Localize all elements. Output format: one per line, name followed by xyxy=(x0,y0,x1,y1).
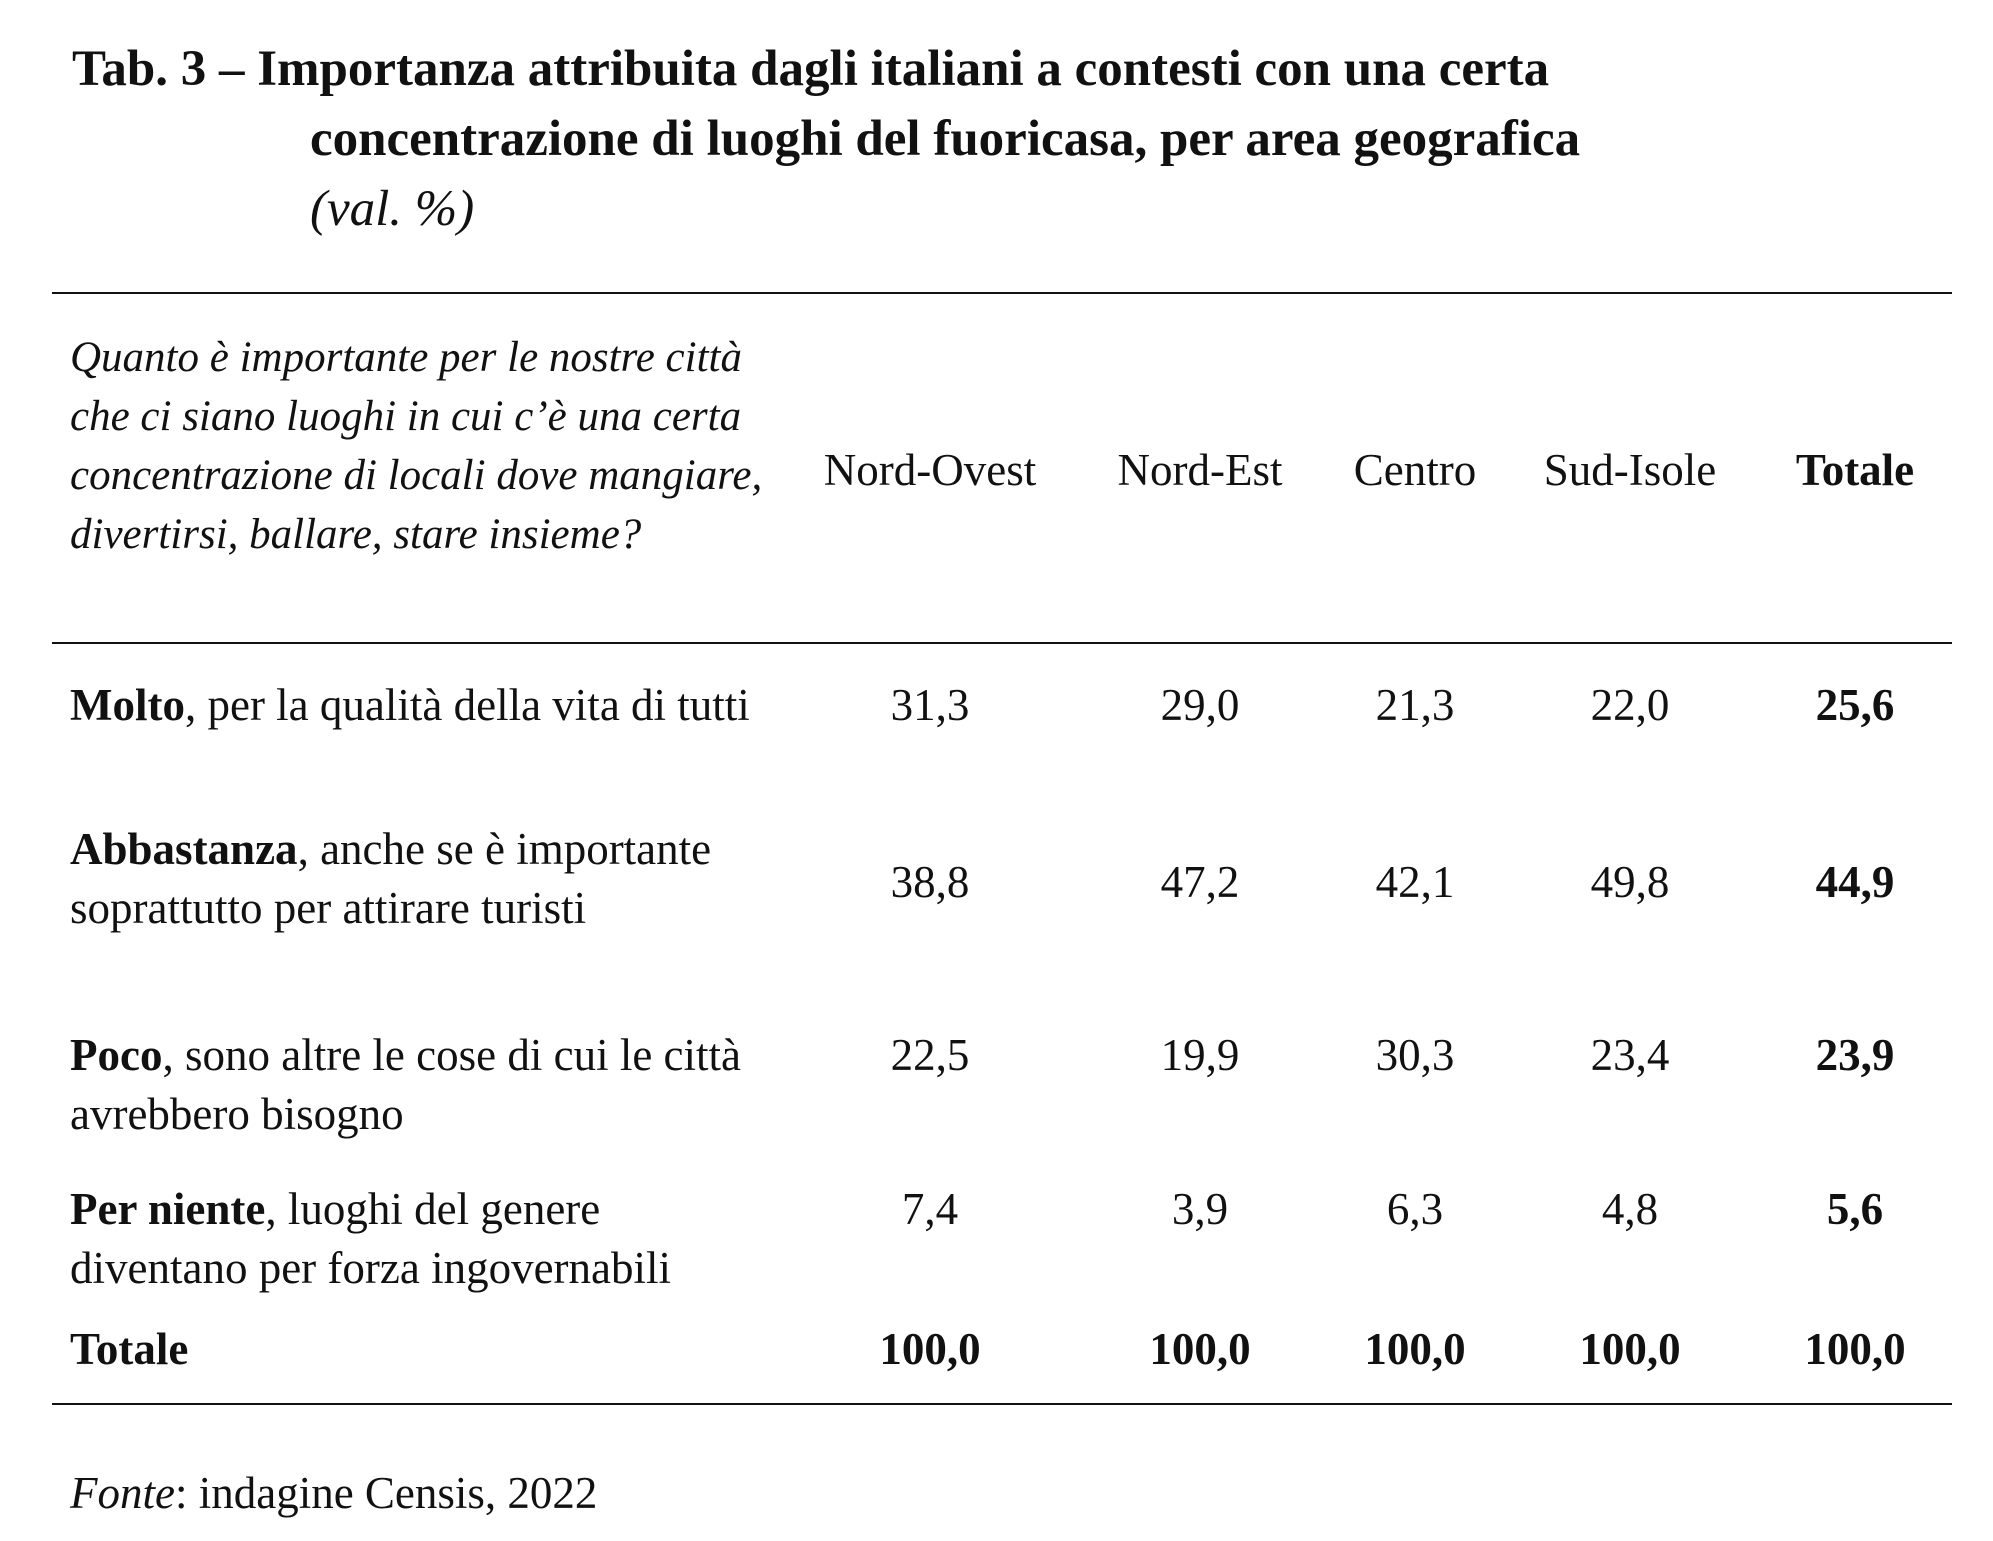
table-cell: 19,9 xyxy=(1160,1030,1240,1080)
bottom-rule xyxy=(52,1403,1952,1405)
row-label-bold: Abbastanza xyxy=(70,824,298,874)
table-cell-total: 100,0 xyxy=(1149,1324,1251,1374)
title-unit: (val. %) xyxy=(310,181,475,237)
table-cell: 3,9 xyxy=(1171,1184,1229,1234)
table-cell-total: 44,9 xyxy=(1815,857,1895,907)
row-label-rest: , sono altre le cose di cui le città avr… xyxy=(70,1030,742,1139)
table-cell-total: 5,6 xyxy=(1826,1184,1884,1234)
table-cell-total: 25,6 xyxy=(1815,680,1895,730)
table-title: Tab. 3 – Importanza attribuita dagli ita… xyxy=(72,34,1952,244)
row-label-per-niente: Per niente, luoghi del genere diventano … xyxy=(70,1180,770,1298)
table-cell: 22,5 xyxy=(890,1030,970,1080)
table-cell: 4,8 xyxy=(1601,1184,1659,1234)
row-label-rest: , luoghi del genere diventano per forza … xyxy=(70,1184,672,1293)
row-label-abbastanza: Abbastanza, anche se è importante soprat… xyxy=(70,820,770,938)
table-question: Quanto è importante per le nostre città … xyxy=(70,334,763,558)
row-label-molto: Molto, per la qualità della vita di tutt… xyxy=(70,676,770,735)
column-header-totale: Totale xyxy=(1795,445,1915,495)
row-label-rest: , per la qualità della vita di tutti xyxy=(184,680,750,730)
column-header-centro: Centro xyxy=(1353,445,1477,495)
column-header-sud-isole: Sud-Isole xyxy=(1543,445,1717,495)
column-header-nord-est: Nord-Est xyxy=(1117,445,1283,495)
table-cell: 23,4 xyxy=(1590,1030,1670,1080)
table-cell: 7,4 xyxy=(901,1184,959,1234)
table-cell: 29,0 xyxy=(1160,680,1240,730)
row-label-totale: Totale xyxy=(70,1324,189,1374)
title-line-2: concentrazione di luoghi del fuoricasa, … xyxy=(310,111,1581,167)
table-cell-total: 100,0 xyxy=(1579,1324,1681,1374)
source-note: Fonte: indagine Censis, 2022 xyxy=(70,1463,597,1523)
row-label-bold: Poco xyxy=(70,1030,163,1080)
table-cell-total: 100,0 xyxy=(1804,1324,1906,1374)
table-cell: 31,3 xyxy=(890,680,970,730)
table-cell: 42,1 xyxy=(1375,857,1455,907)
column-header-nord-ovest: Nord-Ovest xyxy=(823,445,1037,495)
source-text: : indagine Censis, 2022 xyxy=(174,1468,598,1518)
table-cell: 22,0 xyxy=(1590,680,1670,730)
table-cell-total: 100,0 xyxy=(1364,1324,1466,1374)
row-label-rest: , anche se è importante soprattutto per … xyxy=(70,824,712,933)
top-rule xyxy=(52,292,1952,294)
table-cell: 30,3 xyxy=(1375,1030,1455,1080)
table-cell: 21,3 xyxy=(1375,680,1455,730)
table-cell-total: 100,0 xyxy=(879,1324,981,1374)
row-label-bold: Per niente xyxy=(70,1184,266,1234)
row-label-bold: Molto xyxy=(70,680,185,730)
header-rule xyxy=(52,642,1952,644)
table-cell: 6,3 xyxy=(1386,1184,1444,1234)
source-label: Fonte xyxy=(70,1468,175,1518)
row-label-poco: Poco, sono altre le cose di cui le città… xyxy=(70,1026,770,1144)
table-cell: 49,8 xyxy=(1590,857,1670,907)
table-cell: 38,8 xyxy=(890,857,970,907)
table-cell: 47,2 xyxy=(1160,857,1240,907)
title-line-1: Tab. 3 – Importanza attribuita dagli ita… xyxy=(72,41,1550,97)
table-cell-total: 23,9 xyxy=(1815,1030,1895,1080)
